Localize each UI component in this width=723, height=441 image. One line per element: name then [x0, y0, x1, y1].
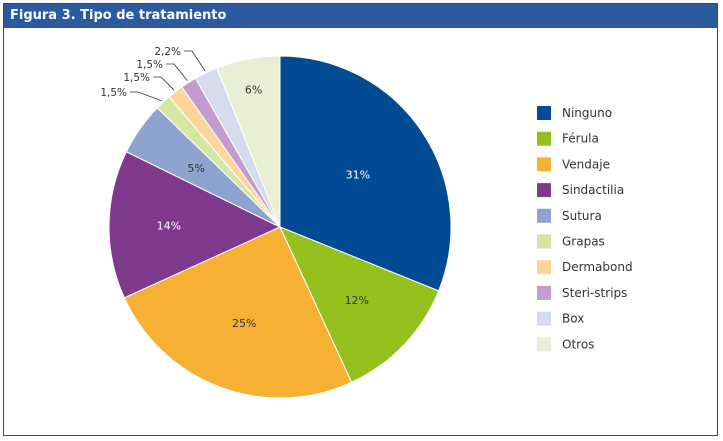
legend-swatch-dermabond — [537, 260, 551, 275]
legend-swatch-box — [537, 311, 551, 326]
slice-otros — [216, 55, 281, 228]
legend-swatch-ninguno — [537, 106, 551, 120]
leader-labels: 1,5%1,5%1,5%2,2% — [100, 46, 206, 102]
slice-label-grapas: 1,5% — [100, 87, 127, 99]
slice-label-steri-strips: 1,5% — [136, 59, 163, 71]
legend-swatch-sindactilia — [537, 183, 551, 198]
slice-label-ferula: 12% — [345, 294, 369, 307]
legend-label-box: Box — [562, 312, 584, 326]
legend-swatch-otros — [537, 337, 551, 352]
leader-line-steri-strips — [166, 63, 188, 82]
legend-label-vendaje: Vendaje — [562, 157, 610, 171]
slice-label-vendaje: 25% — [232, 317, 256, 330]
legend-label-ninguno: Ninguno — [562, 106, 612, 120]
legend-label-steri-strips: Steri-strips — [562, 286, 627, 300]
legend-swatch-vendaje — [537, 157, 551, 172]
slice-label-sindactilia: 14% — [157, 219, 181, 232]
legend-swatch-sutura — [537, 208, 551, 223]
leader-line-dermabond — [153, 76, 175, 91]
slice-ferula — [279, 226, 440, 383]
slice-sindactilia — [108, 151, 282, 299]
slice-labels: 31% 12% 25% 14% 5% 6% — [157, 83, 370, 330]
slice-label-ninguno: 31% — [346, 168, 370, 181]
leader-line-box — [184, 50, 206, 72]
slice-ninguno — [279, 55, 452, 292]
legend-label-otros: Otros — [562, 337, 594, 351]
slice-label-otros: 6% — [245, 83, 262, 96]
figure-title: Figura 3. Tipo de tratamiento — [4, 4, 717, 28]
legend-swatch-steri-strips — [537, 285, 551, 300]
legend-label-ferula: Férula — [562, 132, 599, 146]
slice-label-sutura: 5% — [187, 162, 204, 175]
legend: Ninguno Férula Vendaje Sindactilia Sutura Gra… — [537, 106, 633, 352]
slice-vendaje — [123, 226, 353, 399]
legend-label-sutura: Sutura — [562, 209, 602, 223]
slice-label-box: 2,2% — [154, 46, 181, 58]
legend-label-sindactilia: Sindactilia — [562, 183, 624, 197]
pie-slices — [108, 55, 452, 399]
slice-label-dermabond: 1,5% — [123, 72, 150, 84]
legend-label-dermabond: Dermabond — [562, 260, 633, 274]
legend-swatch-grapas — [537, 234, 551, 249]
legend-label-grapas: Grapas — [562, 235, 605, 249]
leader-line-grapas — [130, 91, 162, 102]
legend-swatch-ferula — [537, 131, 551, 146]
